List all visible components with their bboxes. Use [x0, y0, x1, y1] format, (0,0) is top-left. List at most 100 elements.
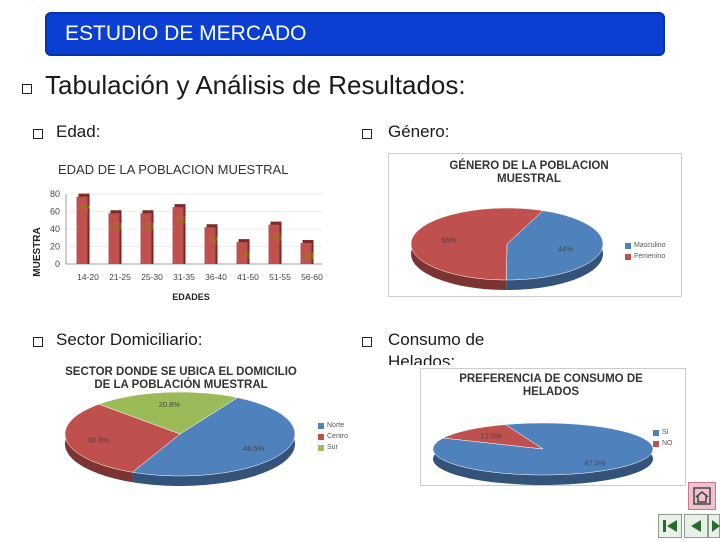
pie-data-label: 20.8% — [159, 400, 181, 409]
chart-title-line2: HELADOS — [522, 386, 580, 398]
bar — [300, 243, 312, 264]
y-tick-label: 80 — [50, 189, 60, 199]
chart-title: GÉNERO DE LA POBLACION MUESTRAL — [429, 160, 629, 186]
x-tick-label: 51-55 — [269, 272, 291, 282]
pie-data-label: 30.8% — [88, 435, 110, 444]
consumption-pie-svg: 87.5% 12.5% — [432, 422, 654, 485]
x-tick-label: 56-60 — [301, 272, 323, 282]
x-tick-label: 31-35 — [173, 272, 195, 282]
legend-swatch — [625, 242, 631, 249]
previous-button[interactable] — [684, 514, 708, 538]
chart-title-line1: PREFERENCIA DE CONSUMO DE — [459, 373, 643, 385]
legend-label: Centro — [327, 433, 349, 440]
chart-title-line1: SECTOR DONDE SE UBICA EL DOMICILIO — [65, 366, 297, 378]
skip-start-button[interactable] — [658, 514, 682, 538]
sector-pie-chart: SECTOR DONDE SE UBICA EL DOMICILIO DE LA… — [30, 364, 352, 496]
bullet-genero: Género: — [388, 122, 450, 141]
pie-data-label: 87.5% — [584, 458, 606, 467]
bar — [108, 213, 120, 264]
legend-swatch — [318, 433, 324, 440]
slide-title-bar: ESTUDIO DE MERCADO — [45, 12, 665, 56]
chart-legend: Norte Centro Sur — [318, 420, 348, 453]
pie-slice — [442, 424, 544, 450]
data-label: 42 — [208, 235, 218, 245]
chart-title-line2: DE LA POBLACIÓN MUESTRAL — [94, 379, 268, 391]
pie-slice — [506, 210, 604, 281]
bullet-edad: Edad: — [56, 122, 101, 141]
bullet-icon — [362, 129, 372, 139]
chart-title: SECTOR DONDE SE UBICA EL DOMICILIO DE LA… — [50, 366, 312, 392]
data-label: 25 — [240, 250, 250, 260]
bullet-icon — [33, 337, 43, 347]
bar — [76, 196, 88, 264]
bar — [172, 207, 184, 264]
legend-swatch — [318, 422, 324, 429]
section-heading: Tabulación y Análisis de Resultados: — [45, 70, 466, 100]
bar — [204, 227, 216, 264]
data-label: 65 — [176, 215, 186, 225]
bar — [140, 213, 152, 264]
chart-x-axis-label: EDADES — [172, 292, 210, 302]
y-tick-label: 40 — [50, 224, 60, 234]
legend-item: SI — [653, 427, 673, 438]
pie-slice — [131, 397, 296, 477]
legend-swatch — [653, 429, 659, 436]
bullet-icon — [362, 337, 372, 347]
age-bar-chart-svg: EDAD DE LA POBLACION MUESTRAL MUESTRA ED… — [32, 162, 323, 302]
age-bar-chart: EDAD DE LA POBLACION MUESTRAL MUESTRA ED… — [22, 152, 360, 312]
legend-item: Masculino — [625, 240, 666, 251]
sector-pie-svg: 48.5% 30.8% 20.8% — [64, 391, 296, 486]
x-tick-label: 25-30 — [141, 272, 163, 282]
data-label: 24 — [304, 251, 314, 261]
consumption-pie-chart: PREFERENCIA DE CONSUMO DE HELADOS 87.5% 1… — [420, 368, 686, 486]
bar — [268, 224, 280, 264]
legend-label: SI — [662, 429, 669, 436]
legend-swatch — [625, 253, 631, 260]
triangle-left-icon — [691, 520, 701, 532]
legend-item: NO — [653, 438, 673, 449]
pie-slice — [410, 207, 544, 281]
y-tick-label: 60 — [50, 207, 60, 217]
pie-slice-side — [506, 210, 603, 290]
bullet-icon — [33, 129, 43, 139]
legend-label: Norte — [327, 422, 345, 429]
bullet-sector: Sector Domiciliario: — [56, 330, 203, 349]
gender-pie-chart: GÉNERO DE LA POBLACION MUESTRAL 44% 56% M… — [388, 153, 682, 297]
y-tick-label: 0 — [55, 259, 60, 269]
chart-title-line1: GÉNERO DE LA POBLACION — [449, 160, 609, 172]
chart-title: PREFERENCIA DE CONSUMO DE HELADOS — [441, 373, 661, 399]
triangle-right-icon — [712, 520, 720, 532]
legend-label: Femenino — [634, 253, 666, 260]
pie-slice-side — [65, 404, 133, 483]
pie-data-label: 12.5% — [480, 432, 502, 441]
legend-item: Norte — [318, 420, 348, 431]
pie-data-label: 44% — [558, 244, 573, 253]
pie-data-label: 56% — [441, 236, 456, 245]
home-button[interactable] — [688, 482, 716, 510]
x-tick-label: 36-40 — [205, 272, 227, 282]
data-label: 58 — [144, 221, 154, 231]
legend-label: Sur — [327, 444, 338, 451]
skip-start-icon — [663, 520, 677, 532]
legend-label: NO — [662, 440, 673, 447]
chart-legend: SI NO — [653, 427, 673, 449]
pie-slice-side — [132, 397, 295, 486]
slide-title: ESTUDIO DE MERCADO — [65, 22, 307, 45]
data-label: 58 — [112, 221, 122, 231]
data-label: 77 — [80, 205, 90, 215]
pie-data-label: 48.5% — [243, 444, 265, 453]
legend-swatch — [318, 444, 324, 451]
bar — [236, 242, 248, 264]
x-tick-label: 41-50 — [237, 272, 259, 282]
data-label: 45 — [272, 233, 282, 243]
legend-swatch — [653, 440, 659, 447]
chart-legend: Masculino Femenino — [625, 240, 666, 262]
x-tick-label: 14-20 — [77, 272, 99, 282]
gender-pie-svg: 44% 56% — [410, 207, 604, 290]
legend-label: Masculino — [634, 242, 666, 249]
chart-y-axis-label: MUESTRA — [32, 227, 43, 276]
home-icon — [693, 487, 711, 505]
legend-item: Femenino — [625, 251, 666, 262]
pie-slice — [64, 403, 181, 473]
next-button[interactable] — [708, 514, 720, 538]
